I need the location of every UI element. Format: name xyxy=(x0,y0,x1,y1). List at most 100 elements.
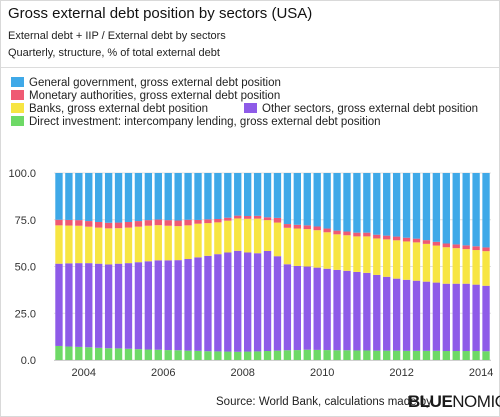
bar-segment xyxy=(333,230,341,235)
bar-segment xyxy=(343,235,351,271)
bar-segment xyxy=(263,351,272,360)
bar-segment xyxy=(104,222,113,229)
bar-segment xyxy=(194,350,202,360)
bar-segment xyxy=(263,217,272,221)
bar-segment xyxy=(253,253,262,352)
bar-segment xyxy=(412,280,421,351)
bar-segment xyxy=(402,237,411,242)
bar-segment xyxy=(164,350,172,360)
logo-text-bold: BLUE xyxy=(408,392,453,411)
bar-segment xyxy=(363,350,371,360)
x-tick-label: 2010 xyxy=(310,367,334,379)
bar-segment xyxy=(273,350,282,360)
x-tick-label: 2014 xyxy=(469,367,493,379)
bar-segment xyxy=(293,265,301,351)
bar-segment xyxy=(452,244,460,249)
x-tick-label: 2006 xyxy=(151,367,175,379)
bar-segment xyxy=(65,173,73,220)
bar-segment xyxy=(224,217,232,221)
bar-segment xyxy=(204,255,212,352)
bar-segment xyxy=(333,173,341,231)
x-tick-label: 2004 xyxy=(72,367,96,379)
bar-segment xyxy=(164,225,172,261)
bar-segment xyxy=(452,283,460,352)
bar-segment xyxy=(114,173,123,223)
bar-segment xyxy=(214,173,222,219)
bar-segment xyxy=(402,173,411,238)
bar-segment xyxy=(85,347,93,360)
bar-segment xyxy=(482,285,490,352)
y-tick-label: 100.0 xyxy=(8,168,36,180)
bar-segment xyxy=(343,173,351,232)
bar-segment xyxy=(313,267,321,350)
legend-item-other-sectors[interactable]: Other sectors, gross external debt posit… xyxy=(244,103,478,115)
bar-segment xyxy=(313,226,321,231)
bar-segment xyxy=(482,247,490,252)
bar-segment xyxy=(462,249,470,284)
bar-segment xyxy=(65,346,73,360)
bar-segment xyxy=(373,274,381,351)
bar-segment xyxy=(333,350,341,360)
bar-segment xyxy=(164,173,172,221)
y-tick-label: 75.0 xyxy=(15,215,36,227)
bar-segment xyxy=(55,345,63,360)
bar-segment xyxy=(283,173,292,225)
bar-segment xyxy=(482,251,490,286)
bar-segment xyxy=(472,246,480,251)
bar-segment xyxy=(244,351,252,360)
bar-segment xyxy=(353,236,361,272)
bar-segment xyxy=(124,227,133,264)
bar-segment xyxy=(204,351,212,360)
bar-segment xyxy=(373,350,381,360)
bar-segment xyxy=(244,252,252,352)
bar-segment xyxy=(303,266,311,350)
legend-swatch xyxy=(244,103,257,113)
bar-segment xyxy=(144,225,153,262)
legend-item-banks[interactable]: Banks, gross external debt position xyxy=(11,103,208,115)
legend: General government, gross external debt … xyxy=(1,74,499,130)
bar-segment xyxy=(134,262,143,350)
bar-segment xyxy=(224,173,232,218)
bar-segment xyxy=(204,219,212,224)
legend-item-general-government[interactable]: General government, gross external debt … xyxy=(11,77,281,89)
legend-item-direct-investment[interactable]: Direct investment: intercompany lending,… xyxy=(11,116,381,128)
bar-segment xyxy=(55,219,63,226)
bar-segment xyxy=(353,350,361,360)
bar-segment xyxy=(154,225,162,261)
bar-segment xyxy=(65,219,73,226)
bar-segment xyxy=(323,268,331,351)
legend-swatch xyxy=(11,90,24,100)
bar-segment xyxy=(114,228,123,264)
bar-segment xyxy=(353,232,361,237)
bar-segment xyxy=(293,173,301,225)
logo-text-light: NOMICS xyxy=(452,392,500,411)
source-note: Source: World Bank, calculations made by xyxy=(216,396,432,408)
bar-segment xyxy=(85,221,93,227)
bar-segment xyxy=(134,226,143,263)
bluenomics-logo[interactable]: BLUENOMICS xyxy=(408,392,500,412)
bar-segment xyxy=(422,173,431,241)
bar-segment xyxy=(234,250,242,352)
bar-segment xyxy=(124,348,133,360)
bar-segment xyxy=(144,173,153,221)
bar-segment xyxy=(323,350,331,360)
y-tick-label: 25.0 xyxy=(15,308,36,320)
bar-segment xyxy=(174,173,182,221)
bar-segment xyxy=(472,351,480,360)
bar-segment xyxy=(204,223,212,256)
bar-segment xyxy=(144,261,153,350)
legend-swatch xyxy=(11,116,24,126)
bar-segment xyxy=(472,173,480,247)
bar-segment xyxy=(462,351,470,360)
bar-segment xyxy=(253,215,262,219)
bar-segment xyxy=(412,242,421,281)
legend-item-monetary-authorities[interactable]: Monetary authorities, gross external deb… xyxy=(11,90,280,102)
bar-segment xyxy=(383,235,391,240)
bar-segment xyxy=(392,350,401,360)
bar-segment xyxy=(472,250,480,285)
bar-segment xyxy=(442,283,450,352)
bar-segment xyxy=(392,278,401,351)
bar-segment xyxy=(303,349,311,360)
bar-segment xyxy=(174,350,182,360)
